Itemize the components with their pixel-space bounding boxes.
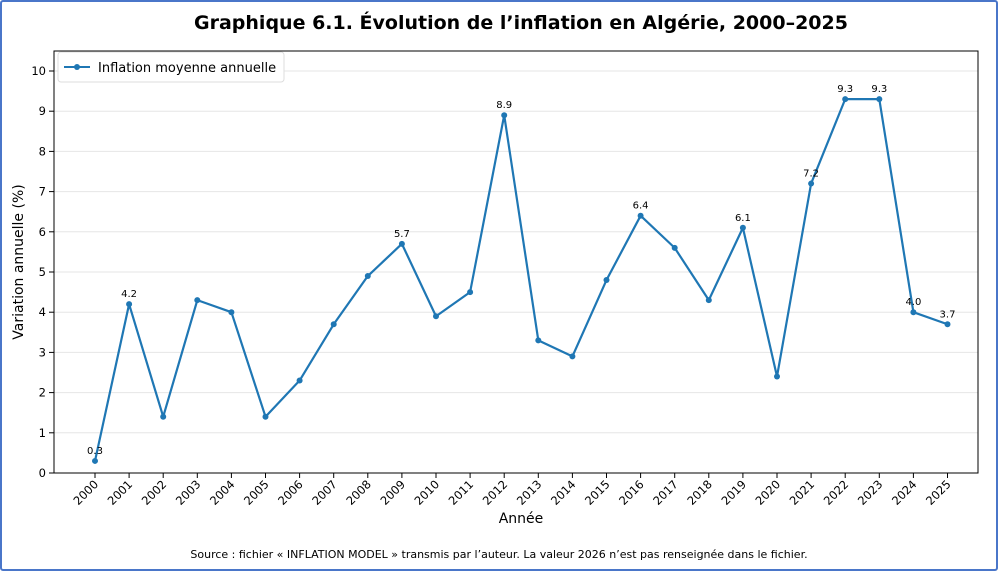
data-point-2015 (603, 277, 610, 284)
data-point-2021 (808, 180, 815, 187)
data-point-2018 (705, 297, 712, 304)
data-point-2008 (364, 273, 371, 280)
x-tick-label-2016: 2016 (616, 477, 647, 508)
x-tick-label-2024: 2024 (889, 477, 920, 508)
data-label-2022: 9.3 (837, 84, 853, 95)
data-label-2016: 6.4 (633, 201, 649, 212)
x-axis-title: Année (499, 511, 544, 527)
x-tick-label-2001: 2001 (105, 477, 136, 508)
x-tick-label-2004: 2004 (207, 477, 238, 508)
data-point-2004 (228, 309, 235, 316)
data-point-2006 (296, 377, 303, 384)
x-tick-label-2018: 2018 (684, 477, 715, 508)
x-tick-label-2013: 2013 (514, 477, 545, 508)
y-tick-label-4: 4 (39, 305, 46, 319)
x-tick-label-2012: 2012 (480, 477, 511, 508)
data-point-2014 (569, 353, 576, 360)
data-label-2021: 7.2 (803, 169, 819, 180)
data-label-2009: 5.7 (394, 229, 410, 240)
data-point-2011 (467, 289, 474, 296)
legend-label: Inflation moyenne annuelle (98, 61, 276, 76)
data-point-2002 (160, 413, 167, 420)
data-point-2007 (330, 321, 337, 328)
x-tick-label-2010: 2010 (412, 477, 443, 508)
grid-lines (54, 70, 978, 474)
data-label-2012: 8.9 (496, 100, 512, 111)
y-tick-label-2: 2 (39, 386, 46, 400)
data-point-2025 (944, 321, 951, 328)
x-tick-label-2007: 2007 (309, 477, 340, 508)
series-line-0 (93, 98, 948, 462)
data-label-2023: 9.3 (871, 84, 887, 95)
data-point-2020 (774, 373, 780, 380)
data-point-2005 (262, 413, 269, 420)
x-tick-label-2019: 2019 (718, 477, 749, 508)
x-tick-label-2011: 2011 (446, 477, 477, 508)
x-tick-label-2014: 2014 (548, 477, 579, 508)
data-point-2016 (637, 212, 644, 219)
x-axis-ticks: 2000 2001 2002 2003 2004 2005 2006 2007 2008 2009… (71, 473, 954, 508)
data-point-2013 (535, 337, 542, 344)
data-point-2009 (398, 240, 405, 247)
y-tick-label-7: 7 (39, 185, 46, 199)
x-tick-label-2022: 2022 (821, 477, 852, 508)
y-tick-label-3: 3 (39, 345, 46, 359)
x-tick-label-2020: 2020 (753, 477, 784, 508)
x-tick-label-2025: 2025 (923, 477, 954, 508)
x-tick-label-2015: 2015 (582, 477, 613, 508)
x-tick-label-2003: 2003 (173, 477, 204, 508)
data-label-2019: 6.1 (735, 213, 751, 224)
data-point-2000 (92, 457, 98, 464)
y-axis-ticks: 0 1 2 3 4 5 6 7 8 9 10 (31, 64, 54, 480)
data-labels: 0.3 4.2 5.7 8.9 6.4 6.1 7.2 9.3 9.3 4.0 3.7 (87, 84, 955, 457)
legend: Inflation moyenne annuelle (57, 51, 285, 83)
data-point-2023 (876, 96, 883, 103)
y-tick-label-1: 1 (39, 426, 46, 440)
x-tick-label-2005: 2005 (241, 477, 272, 508)
x-tick-label-2000: 2000 (71, 477, 102, 508)
y-axis-title: Variation annuelle (%) (11, 184, 27, 339)
data-point-2001 (126, 301, 133, 308)
x-tick-label-2021: 2021 (787, 477, 818, 508)
legend-marker-swatch (74, 64, 80, 70)
data-point-2010 (433, 313, 439, 320)
data-point-2022 (842, 96, 849, 103)
data-label-2025: 3.7 (940, 309, 956, 320)
data-label-2001: 4.2 (121, 289, 137, 300)
x-tick-label-2008: 2008 (343, 477, 374, 508)
data-point-2019 (739, 224, 746, 231)
x-tick-label-2002: 2002 (139, 477, 170, 508)
data-point-2017 (671, 244, 678, 251)
x-tick-label-2006: 2006 (275, 477, 306, 508)
legend-box (57, 51, 285, 83)
data-point-2024 (910, 309, 917, 316)
series-group (92, 96, 951, 464)
plot-area (53, 50, 979, 474)
data-point-2012 (501, 112, 508, 119)
y-tick-label-9: 9 (39, 104, 46, 118)
y-tick-label-6: 6 (39, 225, 46, 239)
y-tick-label-0: 0 (39, 466, 46, 480)
y-tick-label-8: 8 (39, 144, 46, 158)
data-label-2024: 4.0 (905, 297, 921, 308)
x-tick-label-2009: 2009 (377, 477, 408, 508)
data-label-2000: 0.3 (87, 446, 103, 457)
x-tick-label-2023: 2023 (855, 477, 886, 508)
x-tick-label-2017: 2017 (650, 477, 681, 508)
source-note: Source : fichier « INFLATION MODEL » tra… (190, 548, 807, 561)
y-tick-label-10: 10 (31, 64, 46, 78)
data-point-2003 (194, 297, 201, 304)
y-tick-label-5: 5 (39, 265, 46, 279)
chart-title: Graphique 6.1. Évolution de l’inflation … (194, 11, 848, 34)
